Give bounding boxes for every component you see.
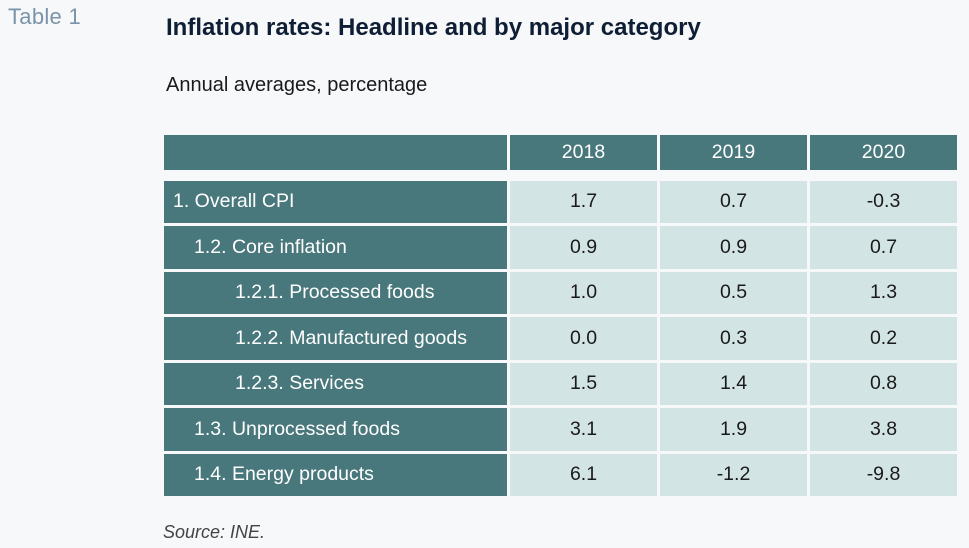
row-value: 0.8 — [810, 362, 957, 405]
header-year-2019: 2019 — [660, 135, 807, 170]
row-value: 1.3 — [810, 271, 957, 314]
row-value: 0.0 — [510, 317, 657, 360]
row-value: -1.2 — [660, 453, 807, 496]
row-label: 1.2.2. Manufactured goods — [164, 317, 507, 360]
row-value: 1.0 — [510, 271, 657, 314]
row-value: 0.9 — [660, 226, 807, 269]
row-value: 1.5 — [510, 362, 657, 405]
row-label: 1.2.1. Processed foods — [164, 271, 507, 314]
row-label: 1.4. Energy products — [164, 453, 507, 496]
inflation-table: 2018 2019 2020 1. Overall CPI 1.7 0.7 -0… — [164, 135, 957, 496]
row-label: 1.2.3. Services — [164, 362, 507, 405]
table-number-label: Table 1 — [8, 4, 82, 29]
row-value: -9.8 — [810, 453, 957, 496]
table-title: Inflation rates: Headline and by major c… — [166, 14, 701, 41]
row-value: 1.4 — [660, 362, 807, 405]
row-value: 3.8 — [810, 408, 957, 451]
row-value: 0.7 — [810, 226, 957, 269]
row-value: 6.1 — [510, 453, 657, 496]
row-label: 1. Overall CPI — [164, 180, 507, 223]
row-value: 0.5 — [660, 271, 807, 314]
row-value: 0.3 — [660, 317, 807, 360]
source-note: Source: INE. — [163, 522, 266, 542]
row-value: 0.2 — [810, 317, 957, 360]
row-label: 1.2. Core inflation — [164, 226, 507, 269]
row-value: 3.1 — [510, 408, 657, 451]
row-value: 0.9 — [510, 226, 657, 269]
row-value: -0.3 — [810, 180, 957, 223]
row-label: 1.3. Unprocessed foods — [164, 408, 507, 451]
header-year-2020: 2020 — [810, 135, 957, 170]
row-value: 1.9 — [660, 408, 807, 451]
header-label-cell — [164, 135, 507, 170]
table-subtitle: Annual averages, percentage — [166, 74, 428, 96]
header-year-2018: 2018 — [510, 135, 657, 170]
row-value: 0.7 — [660, 180, 807, 223]
row-value: 1.7 — [510, 180, 657, 223]
